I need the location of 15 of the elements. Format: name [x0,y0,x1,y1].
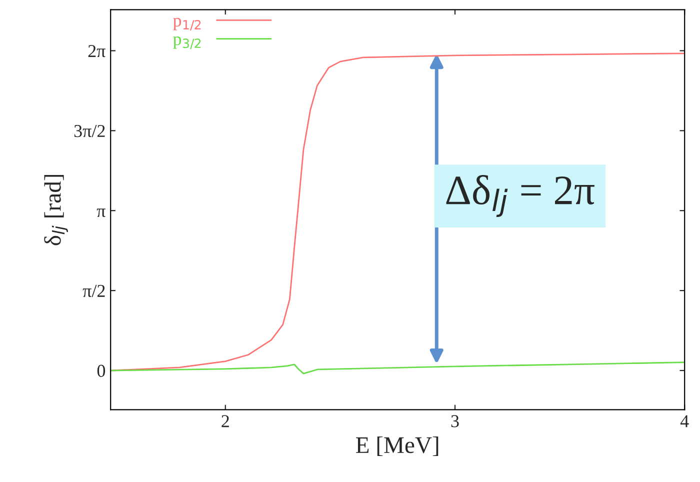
y-tick-label: π [96,208,106,218]
y-tick-label: 2π [88,45,106,58]
y-tick-label: π/2 [82,284,105,297]
y-tick-label: 0 [97,364,106,377]
x-tick-label: 3 [451,415,459,428]
line-series [110,362,685,374]
line-series [110,52,685,372]
y-tick-label: 3π/2 [74,124,105,138]
legend-label: p$_{1/2}$ [173,18,201,31]
x-tick-label: 2 [222,415,229,428]
annotation: Δδ$_{lj}$ = 2π [446,175,594,218]
legend-label: p$_{3/2}$ [173,36,201,50]
x-axis-title: E [MeV] [356,436,438,456]
y-axis-title: δ$_{lj}$ [rad] [44,174,68,246]
x-tick-label: 4 [680,415,689,428]
